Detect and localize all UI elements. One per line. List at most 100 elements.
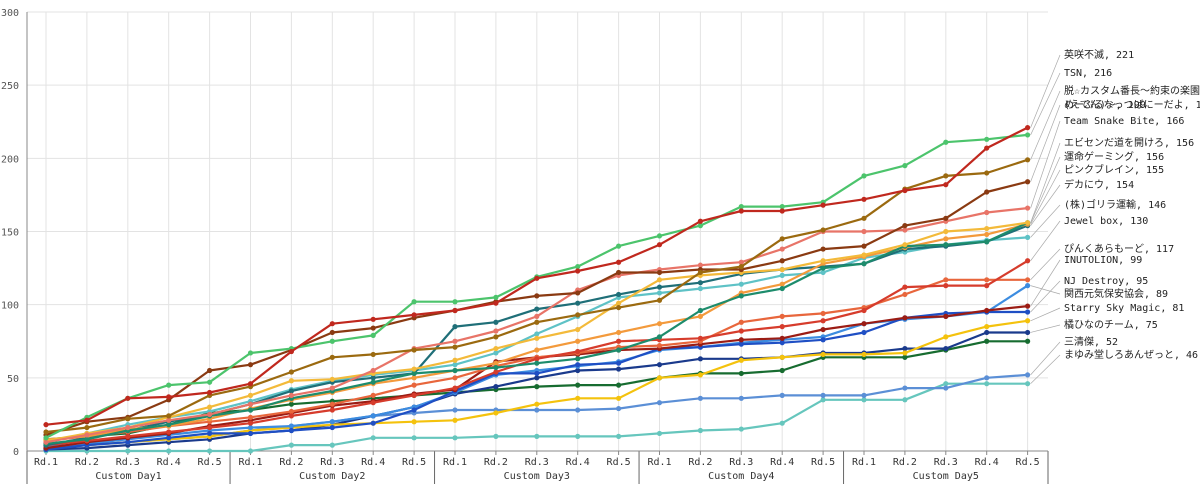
x-tick-label: Rd.4	[770, 457, 794, 468]
x-tick-label: Rd.5	[811, 457, 835, 468]
data-point	[43, 422, 49, 428]
data-point	[1025, 283, 1031, 289]
data-point	[943, 182, 949, 188]
data-point	[697, 269, 704, 276]
data-point	[943, 228, 949, 235]
data-point	[452, 435, 458, 441]
data-point	[452, 357, 458, 363]
x-tick-label: Rd.1	[34, 457, 58, 468]
data-point	[1025, 132, 1031, 138]
data-point	[166, 394, 172, 400]
data-point	[738, 395, 744, 401]
x-tick-label: Rd.4	[361, 457, 385, 468]
data-point	[861, 252, 867, 258]
x-tick-label: Rd.4	[975, 457, 999, 468]
data-point	[207, 389, 213, 396]
data-point	[656, 269, 663, 276]
data-point	[288, 427, 294, 434]
x-tick-label: Rd.5	[198, 457, 222, 468]
data-point	[697, 218, 704, 224]
legend-leader	[1030, 104, 1061, 182]
series-layer	[43, 125, 1031, 454]
data-point	[861, 243, 867, 249]
data-point	[820, 326, 826, 333]
data-point	[166, 382, 172, 388]
data-point	[779, 246, 785, 252]
data-point	[534, 335, 540, 341]
data-point	[370, 420, 376, 426]
legend-label: まゆみ堂しろあんぜっと, 46	[1064, 349, 1198, 361]
data-point	[779, 313, 785, 319]
data-point	[984, 209, 990, 216]
legend-leader	[1030, 54, 1061, 128]
data-point	[984, 225, 990, 232]
data-point	[697, 262, 704, 268]
legend-leader	[1030, 259, 1061, 307]
data-point	[534, 370, 540, 377]
legend-label: Starry Sky Magic, 81	[1064, 303, 1184, 314]
x-tick-label: Rd.3	[934, 457, 958, 468]
data-point	[861, 307, 867, 314]
data-point	[616, 347, 622, 353]
x-tick-label: Rd.2	[484, 457, 508, 468]
data-point	[452, 307, 458, 314]
data-point	[779, 340, 785, 346]
data-point	[534, 319, 540, 325]
data-point	[329, 407, 335, 413]
data-point	[1025, 309, 1031, 315]
data-point	[493, 384, 499, 390]
data-point	[534, 356, 540, 362]
data-point	[370, 400, 376, 406]
data-point	[820, 269, 826, 276]
data-point	[861, 173, 867, 179]
legend-leader	[1030, 220, 1061, 261]
data-point	[411, 419, 417, 425]
data-point	[738, 264, 744, 270]
data-point	[125, 433, 131, 439]
data-point	[411, 312, 417, 318]
data-point	[84, 436, 90, 442]
x-tick-label: Rd.2	[688, 457, 712, 468]
data-point	[166, 448, 172, 454]
data-point	[1025, 234, 1031, 240]
legend-layer: 英咲不滅, 221 TSN, 216 脱☆カスタム番長～約束の楽園 (えでん)～, 1…	[1030, 48, 1200, 384]
data-point	[534, 347, 540, 353]
legend-label: 三清傑, 52	[1064, 335, 1118, 348]
group-label: Custom Day4	[708, 471, 774, 482]
legend-label: ぴんくあらもーど, 117	[1064, 243, 1174, 255]
data-point	[616, 366, 622, 372]
data-point	[984, 375, 990, 381]
group-label: Custom Day3	[504, 471, 570, 482]
data-point	[779, 367, 785, 374]
data-point	[738, 281, 744, 287]
data-point	[656, 277, 663, 283]
data-point	[656, 290, 663, 296]
data-point	[452, 362, 458, 368]
x-tick-label: Rd.2	[75, 457, 99, 468]
x-tick-label: Rd.5	[607, 457, 631, 468]
data-point	[902, 242, 908, 248]
data-point	[984, 324, 990, 330]
data-point	[779, 208, 785, 214]
data-point	[534, 293, 540, 299]
data-point	[288, 378, 294, 384]
data-point	[1025, 157, 1031, 163]
data-point	[166, 413, 172, 419]
data-point	[943, 381, 949, 387]
data-point	[616, 291, 622, 298]
data-point	[616, 329, 622, 336]
data-point	[329, 376, 335, 382]
data-point	[738, 208, 744, 214]
data-point	[247, 448, 254, 454]
data-point	[616, 395, 622, 401]
data-point	[575, 382, 581, 388]
data-point	[575, 356, 581, 362]
data-point	[534, 313, 540, 319]
data-point	[452, 375, 458, 381]
data-point	[984, 136, 990, 142]
data-point	[493, 319, 499, 325]
data-point	[738, 341, 744, 347]
legend-label: Team Snake Bite, 166	[1064, 116, 1184, 127]
